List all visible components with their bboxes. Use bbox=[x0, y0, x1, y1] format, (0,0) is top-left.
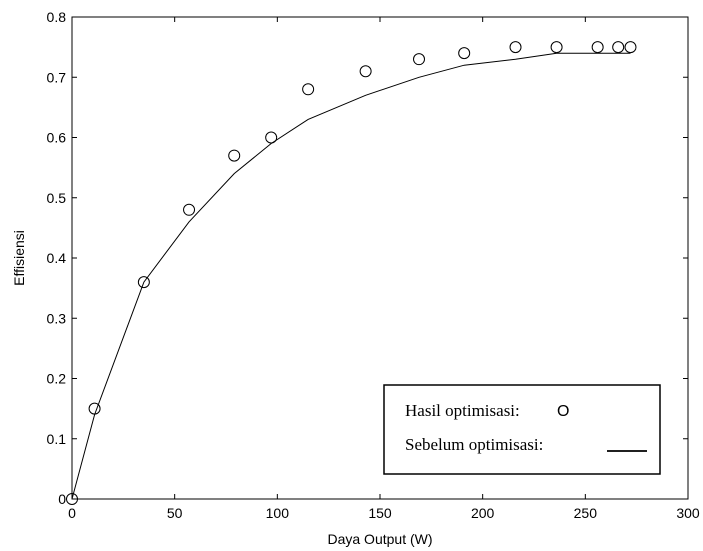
data-point-optimized bbox=[137, 276, 150, 289]
y-tick-label: 0.5 bbox=[47, 190, 67, 206]
y-axis-label: Effisiensi bbox=[11, 230, 27, 286]
series-line-group bbox=[71, 52, 631, 500]
y-tick-label: 0.7 bbox=[47, 69, 67, 85]
x-tick-label: 200 bbox=[471, 505, 495, 521]
data-point-optimized bbox=[302, 83, 315, 96]
x-tick-label: 250 bbox=[574, 505, 598, 521]
y-tick-label: 0.1 bbox=[47, 431, 67, 447]
data-point-optimized bbox=[228, 149, 241, 162]
y-axis-ticks: 0 0.1 0.2 0.3 0.4 0.5 0.6 0.7 0.8 bbox=[47, 9, 688, 507]
legend-box bbox=[383, 384, 661, 475]
x-tick-label: 300 bbox=[676, 505, 700, 521]
x-axis-ticks: 0 50 100 150 200 250 300 bbox=[68, 17, 700, 521]
data-point-optimized bbox=[509, 41, 522, 54]
legend: Hasil optimisasi: O Sebelum optimisasi: bbox=[383, 384, 661, 475]
x-tick-label: 150 bbox=[368, 505, 392, 521]
data-point-optimized bbox=[66, 493, 78, 505]
legend-label-optimized: Hasil optimisasi: bbox=[405, 401, 520, 420]
series-markers-group bbox=[66, 41, 637, 505]
y-tick-label: 0.3 bbox=[47, 310, 67, 326]
legend-label-before: Sebelum optimisasi: bbox=[405, 435, 543, 454]
x-tick-label: 100 bbox=[266, 505, 290, 521]
legend-marker-optimized: O bbox=[557, 403, 569, 420]
data-point-optimized bbox=[359, 65, 372, 78]
y-tick-label: 0.4 bbox=[47, 250, 67, 266]
series-line-before-optimization bbox=[71, 52, 631, 500]
data-point-optimized bbox=[183, 203, 196, 216]
data-point-optimized bbox=[591, 41, 604, 54]
y-tick-label: 0 bbox=[58, 491, 66, 507]
y-tick-label: 0.6 bbox=[47, 130, 67, 146]
x-tick-label: 0 bbox=[68, 505, 76, 521]
data-point-optimized bbox=[624, 41, 637, 54]
data-point-optimized bbox=[612, 41, 625, 54]
y-tick-label: 0.2 bbox=[47, 371, 67, 387]
x-axis-label: Daya Output (W) bbox=[327, 531, 432, 547]
data-point-optimized bbox=[550, 41, 563, 54]
y-tick-label: 0.8 bbox=[47, 9, 67, 25]
data-point-optimized bbox=[458, 47, 471, 60]
data-point-optimized bbox=[265, 131, 278, 144]
x-tick-label: 50 bbox=[167, 505, 183, 521]
data-point-optimized bbox=[88, 402, 101, 415]
data-point-optimized bbox=[413, 53, 426, 66]
